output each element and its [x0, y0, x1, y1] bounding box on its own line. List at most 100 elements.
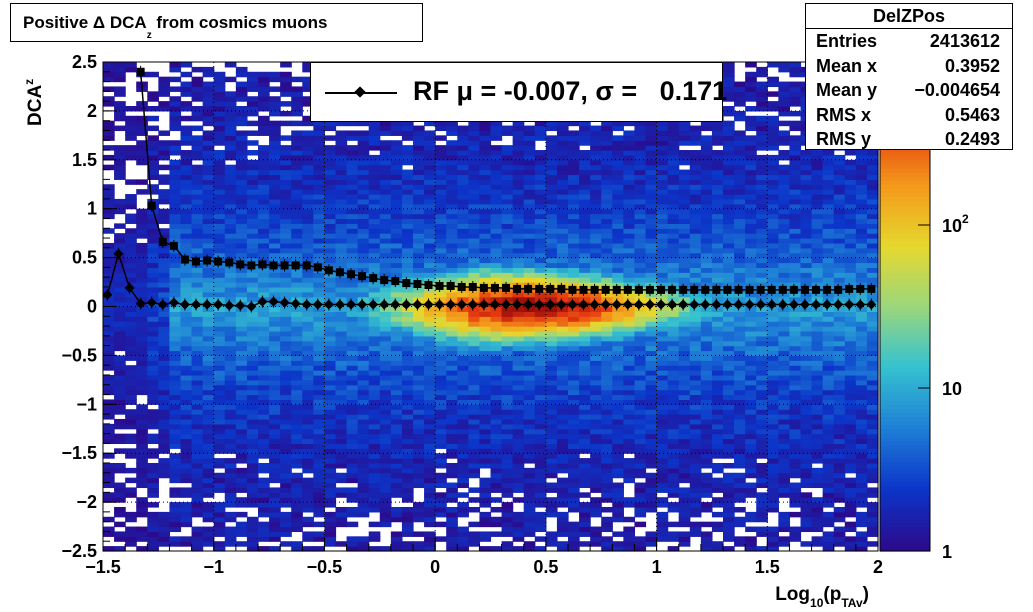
- heatmap-cell: [523, 150, 536, 156]
- heatmap-cell: [202, 311, 215, 317]
- heatmap-cell: [435, 272, 447, 278]
- heatmap-cell: [235, 218, 248, 224]
- heatmap-cell: [224, 179, 237, 185]
- heatmap-cell: [258, 374, 270, 381]
- heatmap-cell: [313, 213, 326, 220]
- heatmap-cell: [534, 526, 547, 533]
- heatmap-cell: [401, 516, 414, 523]
- heatmap-cell: [125, 384, 137, 391]
- heatmap-cell: [302, 438, 314, 445]
- heatmap-cell: [623, 467, 636, 474]
- heatmap-cell: [291, 384, 303, 391]
- heatmap-cell: [224, 511, 237, 518]
- heatmap-cell: [601, 277, 613, 283]
- heatmap-cell: [346, 409, 359, 415]
- heatmap-cell: [545, 306, 558, 312]
- heatmap-cell: [612, 462, 624, 469]
- heatmap-cell: [612, 169, 624, 176]
- heatmap-cell: [191, 282, 204, 288]
- heatmap-cell: [235, 296, 248, 303]
- heatmap-cell: [258, 487, 270, 493]
- heatmap-cell: [313, 536, 326, 542]
- heatmap-cell: [158, 458, 171, 464]
- heatmap-cell: [379, 267, 392, 273]
- heatmap-cell: [413, 443, 425, 449]
- heatmap-cell: [545, 262, 558, 268]
- heatmap-cell: [579, 423, 591, 430]
- heatmap-cell: [379, 140, 392, 146]
- heatmap-cell: [634, 384, 647, 391]
- heatmap-cell: [634, 125, 647, 132]
- heatmap-cell: [258, 257, 270, 264]
- heatmap-cell: [224, 316, 237, 322]
- heatmap-cell: [390, 541, 403, 547]
- heatmap-cell: [191, 467, 204, 474]
- heatmap-cell: [590, 536, 602, 542]
- heatmap-cell: [523, 194, 536, 200]
- heatmap-cell: [169, 462, 182, 469]
- heatmap-cell: [169, 96, 182, 102]
- heatmap-cell: [180, 404, 193, 410]
- heatmap-cell: [401, 467, 414, 474]
- heatmap-cell: [213, 379, 226, 386]
- heatmap-cell: [258, 174, 270, 180]
- heatmap-cell: [368, 404, 381, 410]
- heatmap-cell: [103, 453, 115, 459]
- heatmap-cell: [158, 409, 171, 415]
- heatmap-cell: [501, 526, 514, 533]
- heatmap-cell: [512, 184, 525, 190]
- heatmap-cell: [689, 389, 702, 396]
- heatmap-cell: [556, 189, 569, 195]
- heatmap-cell: [114, 497, 126, 503]
- heatmap-cell: [269, 282, 281, 288]
- heatmap-cell: [435, 379, 447, 386]
- heatmap-cell: [700, 228, 713, 234]
- heatmap-cell: [656, 335, 669, 342]
- heatmap-cell: [457, 169, 469, 176]
- heatmap-cell: [379, 546, 392, 552]
- heatmap-cell: [368, 521, 381, 528]
- heatmap-cell: [246, 330, 259, 337]
- heatmap-cell: [534, 277, 547, 283]
- heatmap-cell: [114, 330, 126, 337]
- heatmap-cell: [446, 467, 458, 474]
- heatmap-cell: [180, 86, 193, 92]
- heatmap-cell: [114, 492, 126, 498]
- heatmap-cell: [357, 502, 370, 508]
- heatmap-cell: [634, 330, 647, 337]
- heatmap-cell: [689, 423, 702, 430]
- heatmap-cell: [313, 154, 326, 161]
- heatmap-cell: [446, 340, 458, 347]
- heatmap-cell: [424, 326, 436, 332]
- heatmap-cell: [324, 355, 337, 361]
- heatmap-cell: [446, 350, 458, 356]
- heatmap-cell: [501, 433, 514, 440]
- heatmap-cell: [103, 423, 115, 430]
- heatmap-cell: [645, 247, 658, 254]
- heatmap-cell: [678, 194, 691, 200]
- heatmap-cell: [258, 536, 270, 542]
- heatmap-cell: [114, 389, 126, 396]
- heatmap-cell: [213, 267, 226, 273]
- heatmap-cell: [313, 228, 326, 234]
- heatmap-cell: [224, 198, 237, 205]
- heatmap-cell: [479, 453, 492, 459]
- heatmap-cell: [335, 135, 348, 141]
- heatmap-cell: [368, 374, 381, 381]
- heatmap-cell: [169, 404, 182, 410]
- heatmap-cell: [490, 326, 503, 332]
- heatmap-cell: [180, 433, 193, 440]
- heatmap-cell: [302, 497, 314, 503]
- heatmap-cell: [258, 91, 270, 97]
- heatmap-cell: [158, 335, 171, 342]
- heatmap-cell: [302, 443, 314, 449]
- heatmap-cell: [601, 218, 613, 224]
- heatmap-cell: [224, 169, 237, 176]
- heatmap-cell: [368, 311, 381, 317]
- heatmap-cell: [711, 291, 724, 298]
- heatmap-cell: [390, 487, 403, 493]
- heatmap-cell: [313, 477, 326, 484]
- heatmap-cell: [324, 350, 337, 356]
- heatmap-cell: [302, 101, 314, 107]
- heatmap-cell: [147, 350, 159, 356]
